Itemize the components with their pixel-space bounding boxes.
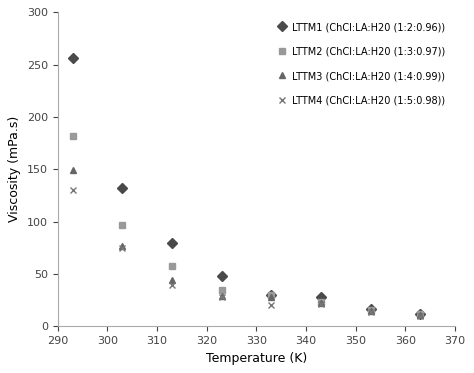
LTTM4 (ChCl:LA:H20 (1:5:0.98)): [119, 246, 125, 250]
LTTM3 (ChCl:LA:H20 (1:4:0.99)): [119, 244, 125, 248]
LTTM3 (ChCl:LA:H20 (1:4:0.99)): [70, 168, 75, 173]
LTTM1 (ChCl:LA:H20 (1:2:0.96)): [169, 241, 175, 245]
LTTM1 (ChCl:LA:H20 (1:2:0.96)): [318, 295, 324, 299]
LTTM1 (ChCl:LA:H20 (1:2:0.96)): [219, 274, 225, 278]
LTTM1 (ChCl:LA:H20 (1:2:0.96)): [418, 311, 423, 316]
LTTM2 (ChCl:LA:H20 (1:3:0.97)): [70, 134, 75, 138]
LTTM3 (ChCl:LA:H20 (1:4:0.99)): [418, 313, 423, 317]
LTTM4 (ChCl:LA:H20 (1:5:0.98)): [318, 302, 324, 307]
LTTM1 (ChCl:LA:H20 (1:2:0.96)): [119, 186, 125, 191]
LTTM1 (ChCl:LA:H20 (1:2:0.96)): [368, 306, 374, 311]
LTTM3 (ChCl:LA:H20 (1:4:0.99)): [169, 278, 175, 283]
Y-axis label: Viscosity (mPa.s): Viscosity (mPa.s): [9, 116, 21, 222]
LTTM4 (ChCl:LA:H20 (1:5:0.98)): [368, 310, 374, 314]
LTTM3 (ChCl:LA:H20 (1:4:0.99)): [268, 295, 274, 299]
Line: LTTM3 (ChCl:LA:H20 (1:4:0.99)): LTTM3 (ChCl:LA:H20 (1:4:0.99)): [69, 167, 424, 318]
LTTM4 (ChCl:LA:H20 (1:5:0.98)): [70, 188, 75, 192]
LTTM1 (ChCl:LA:H20 (1:2:0.96)): [70, 56, 75, 61]
LTTM2 (ChCl:LA:H20 (1:3:0.97)): [119, 223, 125, 227]
LTTM3 (ChCl:LA:H20 (1:4:0.99)): [219, 294, 225, 298]
LTTM2 (ChCl:LA:H20 (1:3:0.97)): [219, 288, 225, 292]
LTTM3 (ChCl:LA:H20 (1:4:0.99)): [368, 308, 374, 313]
LTTM4 (ChCl:LA:H20 (1:5:0.98)): [219, 295, 225, 299]
Line: LTTM1 (ChCl:LA:H20 (1:2:0.96)): LTTM1 (ChCl:LA:H20 (1:2:0.96)): [69, 55, 424, 317]
LTTM3 (ChCl:LA:H20 (1:4:0.99)): [318, 301, 324, 305]
LTTM4 (ChCl:LA:H20 (1:5:0.98)): [169, 282, 175, 287]
LTTM2 (ChCl:LA:H20 (1:3:0.97)): [169, 263, 175, 268]
LTTM2 (ChCl:LA:H20 (1:3:0.97)): [268, 293, 274, 297]
LTTM2 (ChCl:LA:H20 (1:3:0.97)): [368, 307, 374, 312]
LTTM4 (ChCl:LA:H20 (1:5:0.98)): [268, 303, 274, 308]
LTTM4 (ChCl:LA:H20 (1:5:0.98)): [418, 314, 423, 318]
LTTM2 (ChCl:LA:H20 (1:3:0.97)): [318, 300, 324, 304]
LTTM1 (ChCl:LA:H20 (1:2:0.96)): [268, 293, 274, 297]
X-axis label: Temperature (K): Temperature (K): [206, 352, 307, 365]
LTTM2 (ChCl:LA:H20 (1:3:0.97)): [418, 311, 423, 316]
Line: LTTM4 (ChCl:LA:H20 (1:5:0.98)): LTTM4 (ChCl:LA:H20 (1:5:0.98)): [69, 187, 424, 319]
Line: LTTM2 (ChCl:LA:H20 (1:3:0.97)): LTTM2 (ChCl:LA:H20 (1:3:0.97)): [69, 132, 424, 317]
Legend: LTTM1 (ChCl:LA:H20 (1:2:0.96)), LTTM2 (ChCl:LA:H20 (1:3:0.97)), LTTM3 (ChCl:LA:H: LTTM1 (ChCl:LA:H20 (1:2:0.96)), LTTM2 (C…: [272, 17, 450, 111]
